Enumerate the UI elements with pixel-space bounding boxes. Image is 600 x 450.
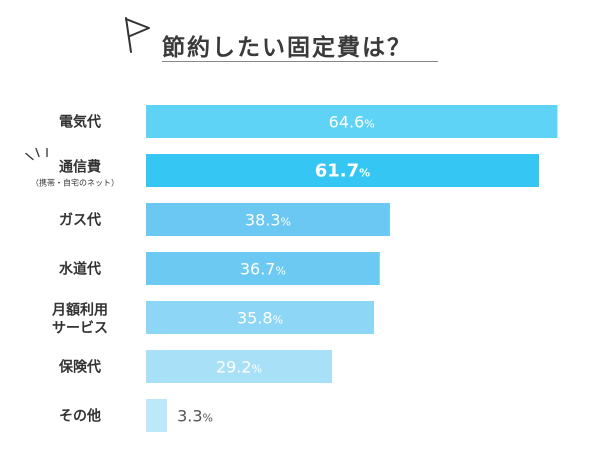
category-label-0: 電気代 <box>59 114 101 131</box>
bar-0 <box>146 105 558 138</box>
bar-1 <box>146 154 539 187</box>
bar-5 <box>146 350 332 383</box>
value-label-6: 3.3% <box>177 407 213 426</box>
value-label-4: 35.8% <box>237 309 283 328</box>
category-label-4: 月額利用 <box>51 302 108 319</box>
bar-2 <box>146 203 390 236</box>
bar-6 <box>146 399 168 432</box>
category-label-2: ガス代 <box>59 212 101 229</box>
title-underline <box>162 61 438 62</box>
category-label-5: 保険代 <box>58 359 101 376</box>
chart-title: 節約したい固定費は？ <box>162 35 412 61</box>
value-label-3: 36.7% <box>240 260 286 279</box>
category-sublabel-1: （携帯・自宅のネット） <box>31 178 119 188</box>
category-label-3: 水道代 <box>59 261 101 278</box>
value-label-5: 29.2% <box>216 358 262 377</box>
category-label-1: 通信費 <box>59 159 101 176</box>
category-label-6: その他 <box>59 408 101 425</box>
value-label-1: 61.7% <box>315 161 370 182</box>
value-label-0: 64.6% <box>329 113 375 132</box>
category-label-4-line2: サービス <box>52 321 108 337</box>
bar-4 <box>146 301 375 334</box>
bar-3 <box>146 252 380 285</box>
value-label-2: 38.3% <box>245 211 291 230</box>
flag-icon <box>125 17 150 53</box>
emphasis-marks <box>25 147 48 161</box>
chart-title-block: 節約したい固定費は？ <box>122 14 442 64</box>
